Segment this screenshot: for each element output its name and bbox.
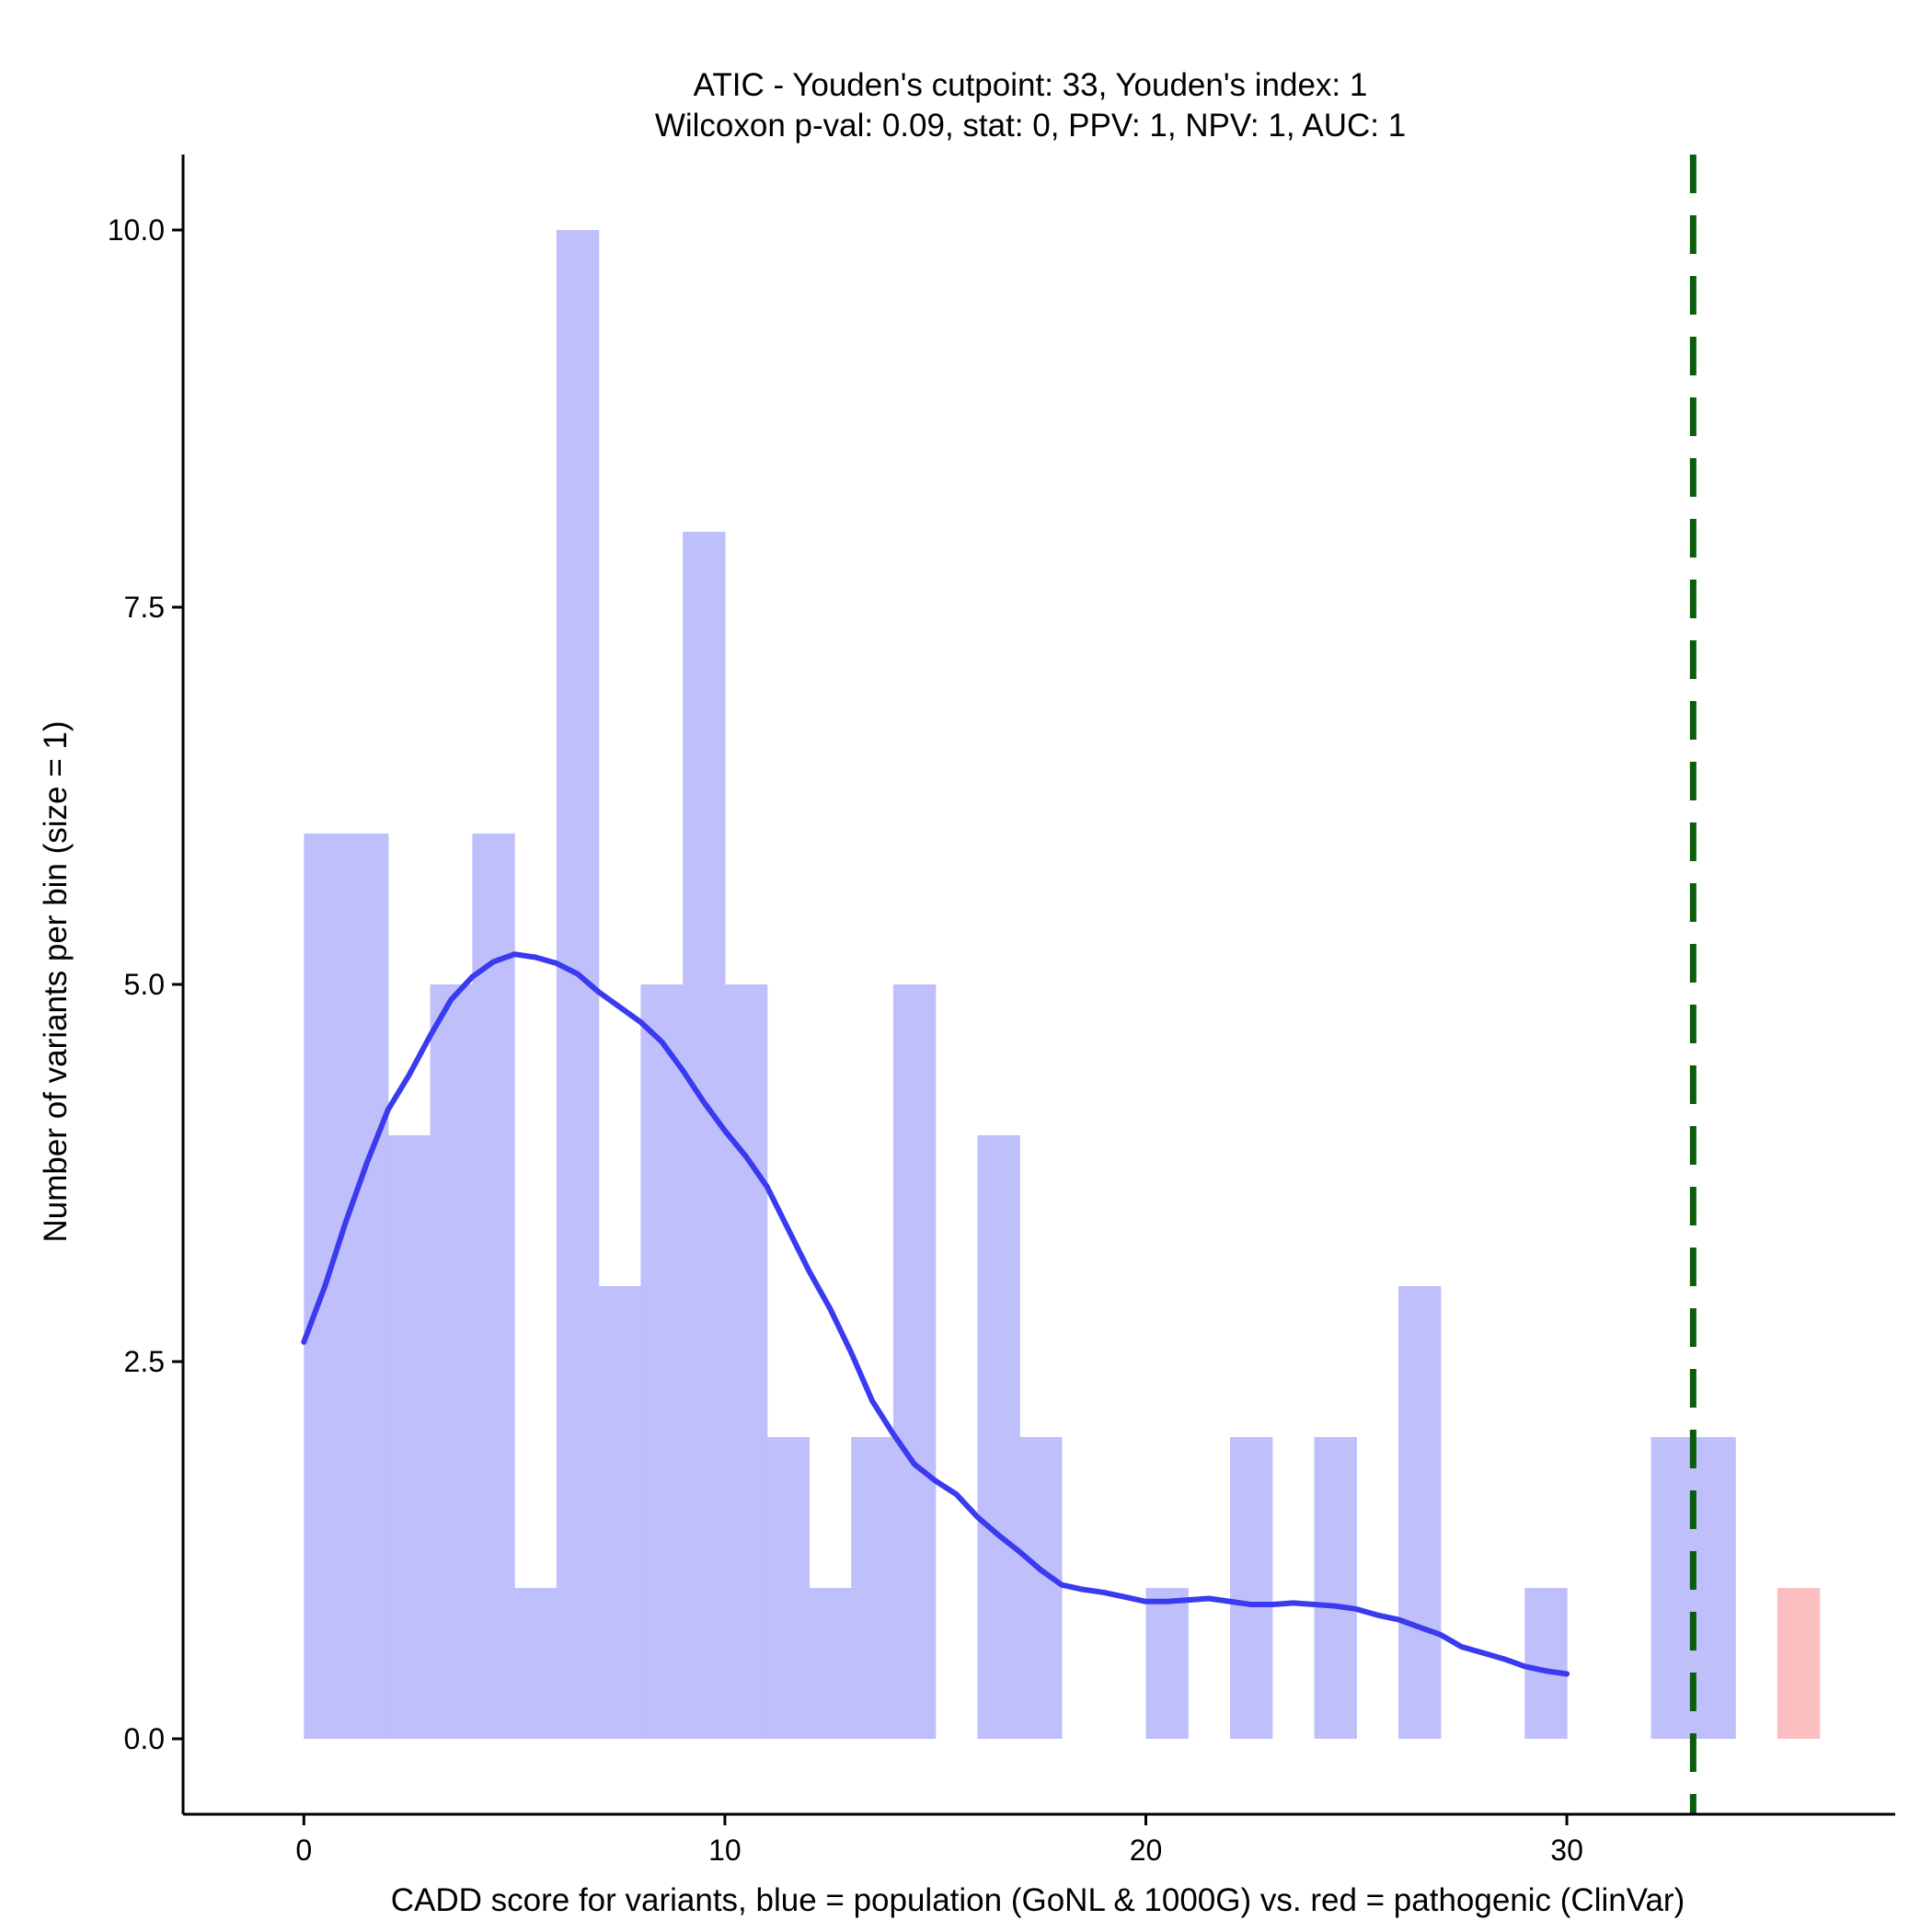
pathogenic-bars — [1777, 1588, 1821, 1739]
chart-title-line2: Wilcoxon p-val: 0.09, stat: 0, PPV: 1, N… — [655, 108, 1406, 144]
x-tick-label: 0 — [295, 1834, 312, 1867]
x-axis-title: CADD score for variants, blue = populati… — [391, 1882, 1685, 1918]
x-tick-label: 20 — [1130, 1834, 1163, 1867]
chart-title-line1: ATIC - Youden's cutpoint: 33, Youden's i… — [694, 67, 1368, 103]
population-bar — [1650, 1437, 1694, 1739]
population-bar — [1314, 1437, 1357, 1739]
population-bar — [977, 1135, 1020, 1739]
population-bar — [472, 834, 515, 1739]
y-tick-label: 0.0 — [124, 1722, 165, 1755]
population-bar — [683, 532, 726, 1739]
y-axis-ticks: 0.0 2.5 5.0 7.5 10.0 — [108, 213, 183, 1755]
population-bar — [1398, 1286, 1442, 1739]
x-tick-label: 10 — [708, 1834, 742, 1867]
population-bar — [430, 984, 473, 1739]
population-bar — [892, 984, 937, 1739]
pathogenic-bar — [1777, 1588, 1821, 1739]
population-bar — [598, 1286, 641, 1739]
population-bars — [304, 230, 1736, 1739]
population-bar — [1693, 1437, 1736, 1739]
y-tick-label: 7.5 — [124, 591, 165, 624]
x-tick-label: 30 — [1550, 1834, 1583, 1867]
y-axis-title: Number of variants per bin (size = 1) — [38, 720, 74, 1242]
y-tick-label: 2.5 — [124, 1345, 165, 1378]
population-bar — [766, 1437, 811, 1739]
population-bar — [1145, 1588, 1189, 1739]
population-bar — [724, 984, 768, 1739]
y-tick-label: 10.0 — [108, 213, 165, 247]
population-bar — [851, 1437, 894, 1739]
population-bar — [1524, 1588, 1568, 1739]
x-axis-ticks: 0 10 20 30 — [295, 1814, 1583, 1867]
population-bar — [640, 984, 684, 1739]
population-bar — [1230, 1437, 1273, 1739]
population-bar — [514, 1588, 558, 1739]
population-bar — [1019, 1437, 1063, 1739]
population-bar — [387, 1135, 431, 1739]
population-bar — [809, 1588, 852, 1739]
density-curve — [301, 951, 1570, 1677]
y-tick-label: 5.0 — [124, 968, 165, 1001]
population-bar — [346, 834, 389, 1739]
